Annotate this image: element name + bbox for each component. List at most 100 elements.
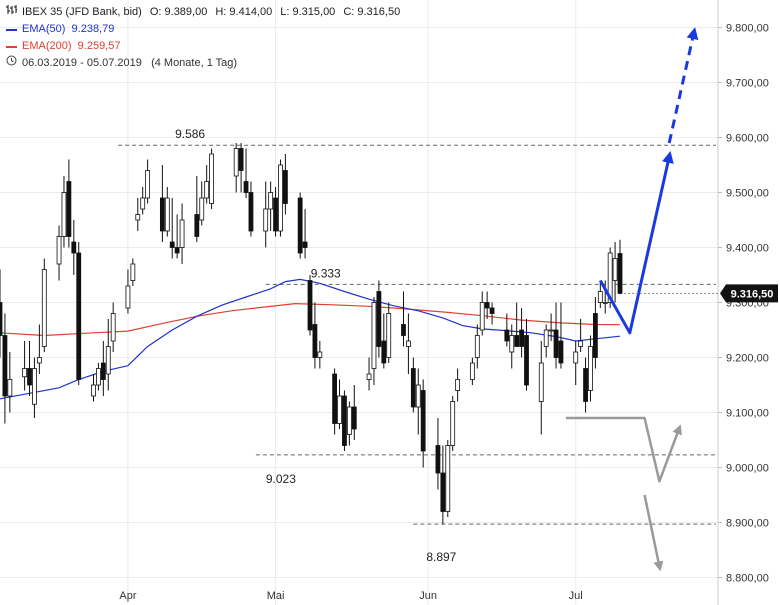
ohlc-low-value: 9.315,00 — [292, 6, 336, 18]
candle — [588, 335, 593, 402]
candle-body — [351, 406, 357, 430]
y-tick-label: 9.100,00 — [726, 408, 769, 420]
candle-body — [22, 368, 28, 378]
projection-up-solid — [598, 150, 674, 335]
candle-body — [174, 247, 180, 254]
candle-body — [346, 406, 352, 435]
candle-body — [194, 214, 200, 237]
candle-body — [312, 324, 318, 358]
ema200-layer — [0, 302, 621, 337]
candle-body — [317, 351, 323, 358]
candle-body — [371, 302, 377, 369]
candle-body — [514, 335, 520, 347]
candle-body — [140, 197, 146, 210]
level-label: 9.586 — [175, 127, 205, 141]
ohlc-high-value: 9.414,00 — [229, 6, 273, 18]
candle — [573, 341, 579, 385]
candle-body — [164, 197, 170, 232]
candle — [61, 176, 67, 248]
candle-body — [553, 329, 559, 358]
candle-body — [135, 214, 141, 221]
candle-body — [342, 395, 347, 446]
candles — [0, 143, 623, 525]
period-range: 06.03.2019 - 05.07.2019 — [22, 57, 142, 69]
candle — [597, 280, 603, 308]
candle — [159, 165, 165, 242]
candle-body — [401, 324, 406, 336]
candle-body — [538, 362, 544, 402]
candle-body — [415, 384, 421, 408]
x-tick-label: Mai — [267, 590, 285, 602]
y-tick-label: 9.500,00 — [726, 188, 769, 200]
candle-body — [145, 170, 151, 199]
candle-body — [130, 263, 136, 281]
candle — [337, 379, 342, 429]
candle-body — [204, 181, 210, 199]
candle-body — [7, 379, 13, 397]
ema200-line — [0, 302, 621, 337]
candle-body — [71, 241, 77, 254]
candle — [145, 159, 151, 204]
candle-body — [592, 313, 598, 358]
clock-icon — [6, 55, 17, 72]
y-tick-label: 9.700,00 — [726, 78, 769, 90]
candle-body — [607, 252, 613, 303]
candle — [317, 341, 323, 369]
candle — [209, 148, 214, 209]
candle — [199, 181, 205, 226]
ohlc-close-value: 9.316,50 — [357, 6, 401, 18]
candle-body — [100, 362, 106, 380]
candle — [514, 302, 520, 347]
candle — [2, 313, 8, 424]
candle-body — [302, 241, 308, 248]
current-price-tag — [720, 284, 778, 303]
candle-body — [617, 253, 623, 294]
legend-instrument-row: IBEX 35 (JFD Bank, bid) O: 9.389,00 H: 9… — [6, 4, 400, 21]
ohlc-close-label: C: — [343, 6, 355, 18]
candle-body — [268, 192, 274, 210]
candle-body — [273, 197, 278, 232]
candle — [66, 159, 72, 248]
candle-body — [578, 340, 584, 347]
candle-body — [524, 335, 529, 386]
candle — [297, 192, 303, 259]
candle — [282, 154, 288, 215]
candle-body — [337, 395, 342, 424]
x-tick-label: Apr — [119, 590, 136, 602]
candle — [548, 313, 554, 341]
ema200-label: EMA(200) — [22, 40, 72, 52]
candle-body — [56, 236, 62, 265]
horizontal-levels: 9.586 9.333 9.023 8.897 — [118, 127, 716, 564]
projection-up-dashed — [667, 27, 699, 144]
candle — [543, 324, 549, 358]
candle-body — [489, 307, 495, 314]
projection-down-path — [565, 416, 682, 483]
candle — [381, 313, 387, 369]
candle-body — [504, 329, 510, 342]
candle-body — [445, 445, 451, 512]
candle — [22, 341, 28, 391]
candle-body — [381, 340, 387, 364]
candle — [504, 313, 510, 347]
candle — [76, 242, 82, 385]
candle — [332, 368, 338, 435]
candle — [268, 181, 274, 231]
candle-body — [110, 313, 116, 342]
ohlc-high-label: H: — [215, 6, 227, 18]
level-label: 9.333 — [311, 266, 341, 280]
candle-body — [209, 153, 214, 204]
candle — [130, 258, 136, 286]
candle-body — [105, 346, 111, 375]
candle-body — [263, 208, 269, 232]
candle-body — [41, 269, 47, 347]
candle — [91, 374, 96, 402]
candle-body — [420, 390, 426, 452]
candle — [612, 242, 618, 303]
candle — [386, 302, 392, 363]
ema50-swatch — [6, 28, 17, 31]
candle-body — [233, 148, 239, 177]
candle-body — [366, 373, 372, 380]
candle — [558, 302, 564, 369]
candle — [524, 319, 529, 391]
candle — [474, 324, 480, 369]
